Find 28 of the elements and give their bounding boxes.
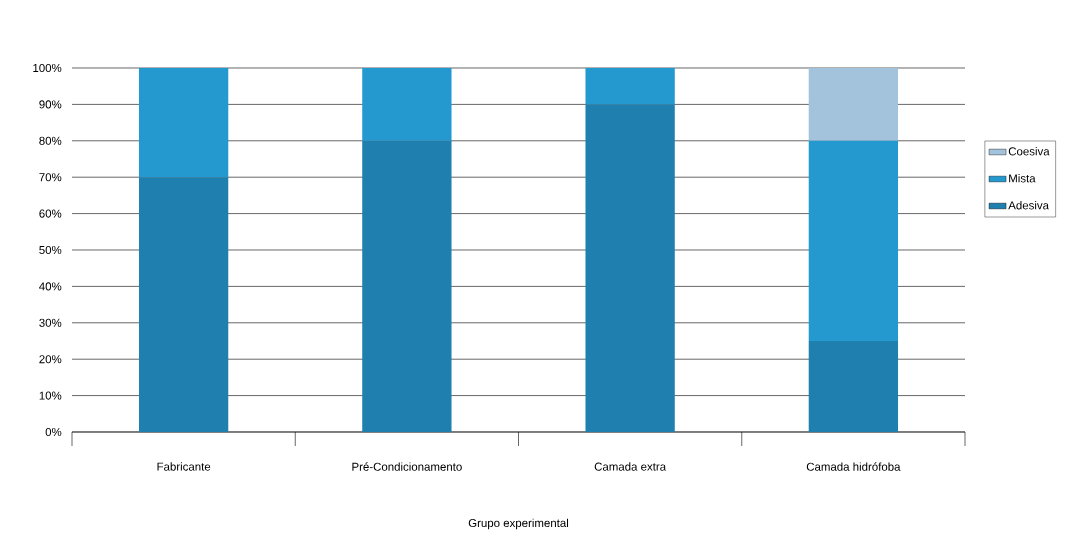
y-tick-label: 100%: [33, 63, 62, 72]
x-tick-label: Camada hidrófoba: [806, 462, 901, 471]
y-tick-label: 70%: [39, 173, 62, 182]
bar: [808, 340, 899, 432]
y-tick-label: 90%: [39, 100, 62, 109]
bar: [138, 67, 229, 178]
y-tick-label: 80%: [39, 136, 62, 145]
legend-label: Coesiva: [1008, 146, 1050, 156]
x-tick-label: Fabricante: [157, 462, 211, 471]
legend-label: Mista: [1009, 173, 1036, 183]
x-axis-title: Grupo experimental: [468, 518, 569, 530]
bar: [585, 67, 675, 105]
legend-label: Adesiva: [1008, 200, 1049, 210]
x-tick-label: Camada extra: [594, 462, 667, 471]
y-tick-label: 0%: [45, 427, 62, 436]
bar: [808, 67, 899, 141]
y-tick-label: 40%: [39, 282, 62, 291]
y-tick-label: 60%: [39, 209, 62, 218]
y-tick-label: 20%: [39, 355, 62, 364]
y-tick-label: 10%: [39, 391, 62, 400]
y-tick-label: 50%: [39, 245, 62, 254]
bar: [138, 177, 229, 432]
bar: [362, 67, 452, 141]
bar: [585, 104, 675, 432]
y-tick-label: 30%: [39, 318, 62, 327]
bar: [362, 140, 452, 432]
x-tick-label: Pré-Condicionamento: [352, 462, 462, 471]
bar: [808, 140, 899, 341]
